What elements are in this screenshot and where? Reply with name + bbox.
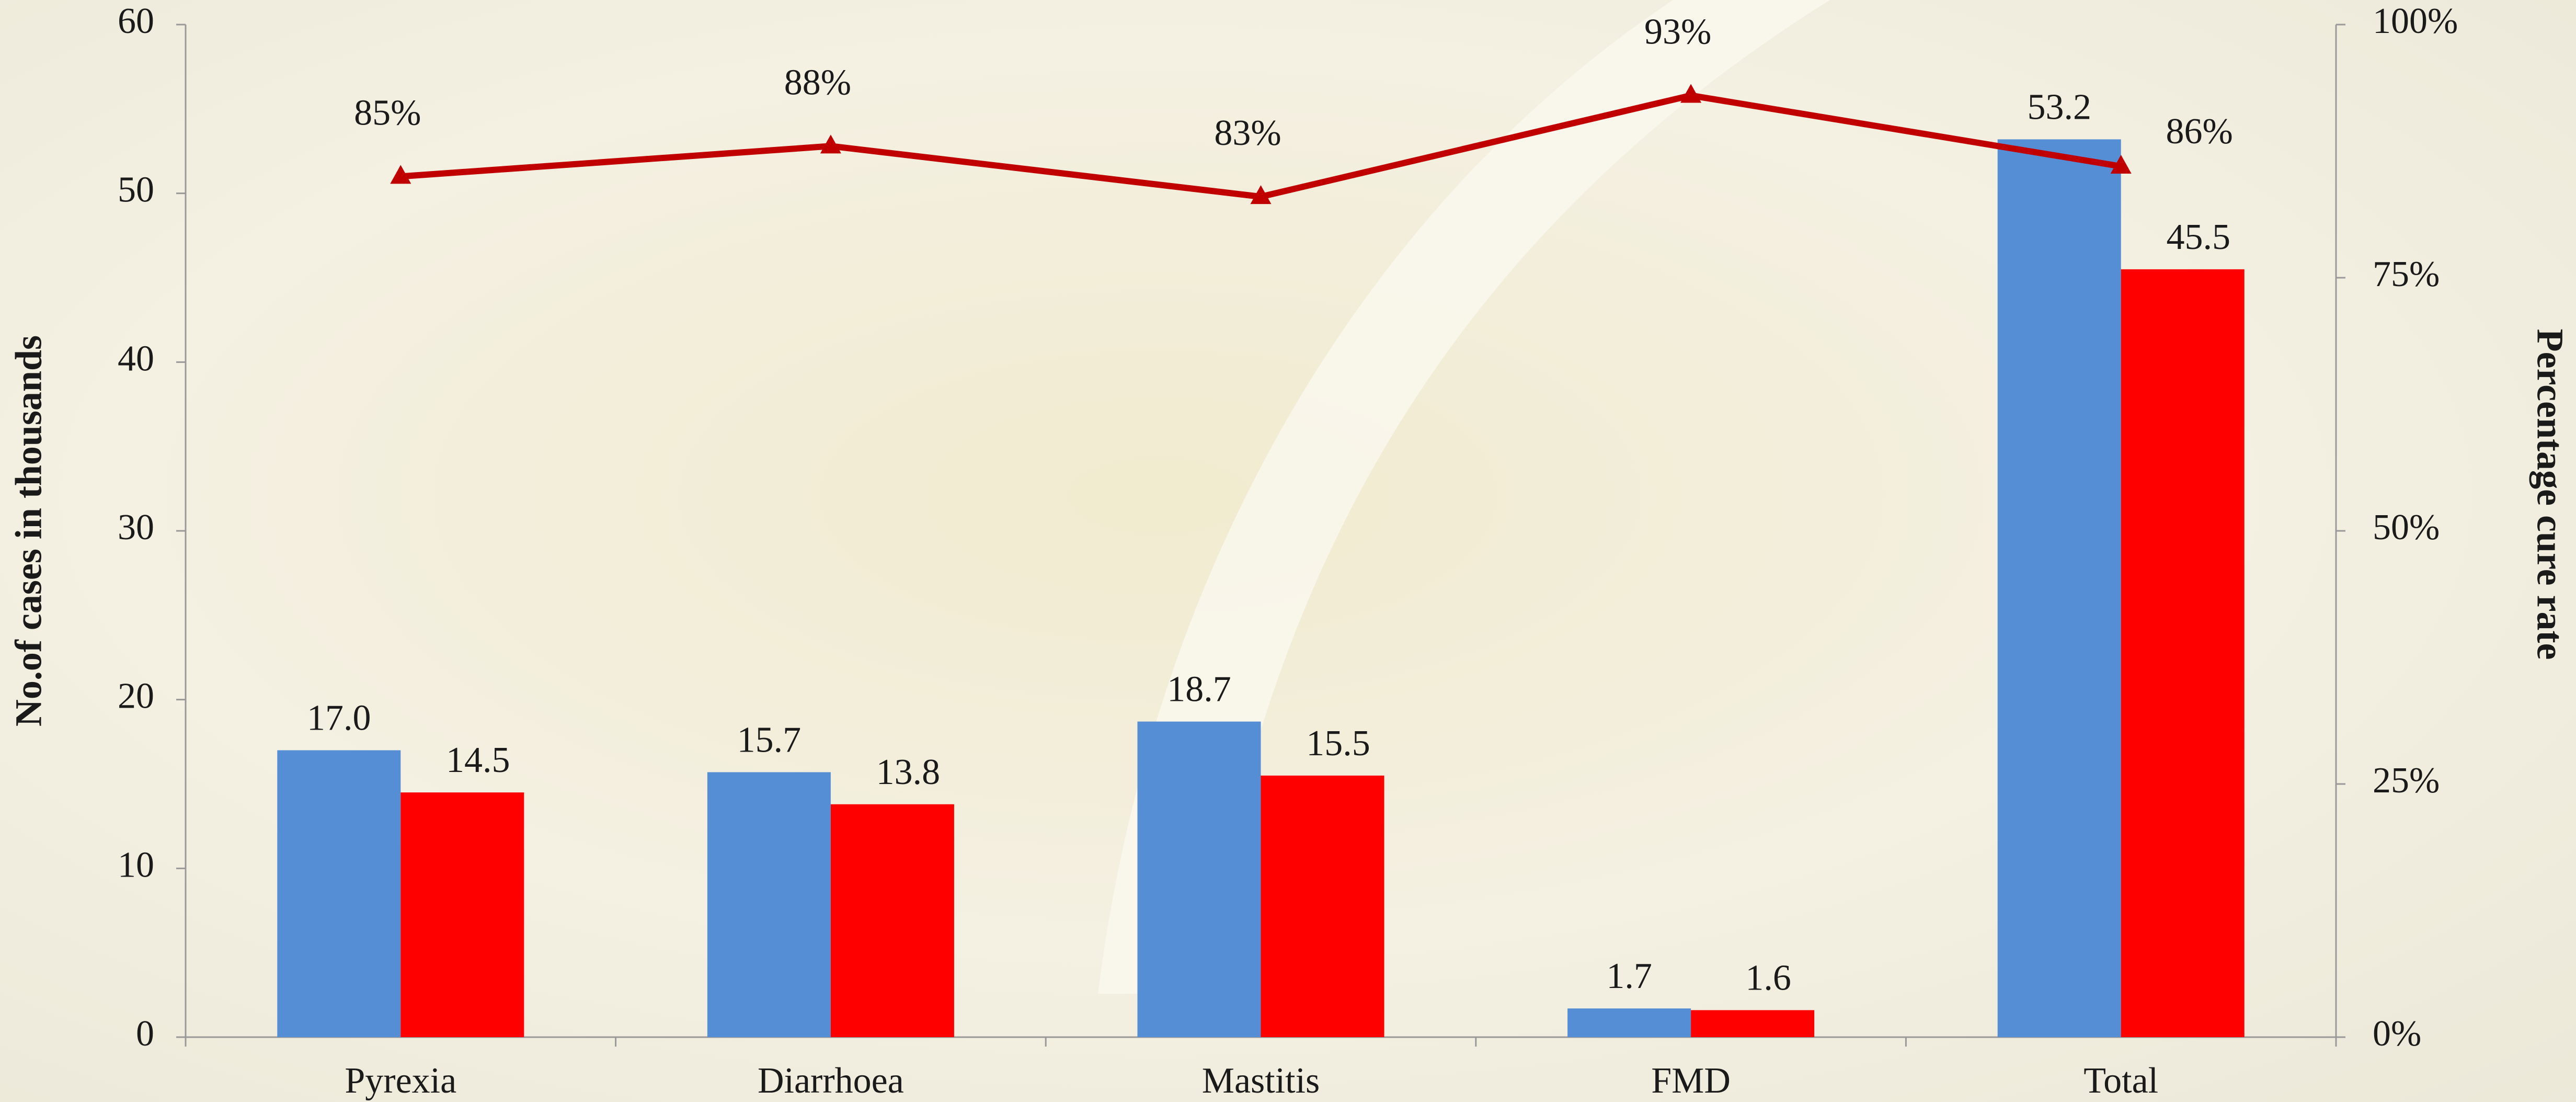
data-label: 86%	[2166, 111, 2233, 152]
y2-tick-label: 75%	[2373, 254, 2440, 294]
data-label: 83%	[1214, 113, 1281, 153]
data-label: 15.5	[1306, 723, 1370, 764]
data-label: 15.7	[737, 720, 802, 760]
x-tick-label: Total	[2083, 1061, 2158, 1101]
y-tick-label: 50	[118, 170, 154, 210]
y2-tick-label: 0%	[2373, 1014, 2421, 1054]
bar	[1997, 139, 2121, 1037]
line-marker	[2110, 155, 2132, 174]
data-label: 45.5	[2166, 217, 2230, 257]
data-label: 18.7	[1167, 669, 1231, 710]
line-marker	[1250, 185, 1272, 205]
y2-tick-label: 50%	[2373, 507, 2440, 548]
data-label: 17.0	[307, 698, 371, 739]
bar	[1691, 1010, 1815, 1037]
bar	[2121, 269, 2245, 1037]
x-tick-label: FMD	[1651, 1061, 1731, 1101]
bar	[400, 792, 524, 1037]
x-tick-label: Pyrexia	[345, 1061, 456, 1101]
data-label: 53.2	[2027, 87, 2091, 127]
y-tick-label: 60	[118, 1, 154, 41]
y2-axis-title: Percentage cure rate	[2529, 329, 2571, 660]
y-tick-label: 20	[118, 676, 154, 717]
x-tick-label: Diarrhoea	[758, 1061, 904, 1101]
y-tick-label: 0	[136, 1014, 154, 1054]
data-label: 1.6	[1745, 958, 1791, 998]
line-marker	[390, 165, 411, 184]
bar	[1137, 721, 1261, 1037]
data-label: 85%	[354, 93, 421, 133]
y-axis-title: No.of cases in thousands	[8, 335, 50, 726]
y2-tick-label: 100%	[2373, 1, 2458, 41]
y-tick-label: 10	[118, 845, 154, 885]
data-label: 13.8	[876, 752, 941, 792]
line-marker	[820, 134, 841, 154]
line-marker	[1680, 84, 1702, 103]
bar	[1261, 775, 1384, 1037]
bar	[1567, 1008, 1691, 1037]
data-label: 88%	[784, 62, 851, 103]
y-tick-label: 40	[118, 338, 154, 379]
y2-tick-label: 25%	[2373, 760, 2440, 801]
x-tick-label: Mastitis	[1202, 1061, 1320, 1101]
y-tick-label: 30	[118, 507, 154, 548]
data-label: 1.7	[1606, 956, 1652, 996]
data-label: 14.5	[446, 740, 510, 780]
bar	[277, 750, 401, 1037]
data-label: 93%	[1644, 12, 1711, 52]
bar	[707, 772, 831, 1037]
bar	[830, 804, 954, 1037]
